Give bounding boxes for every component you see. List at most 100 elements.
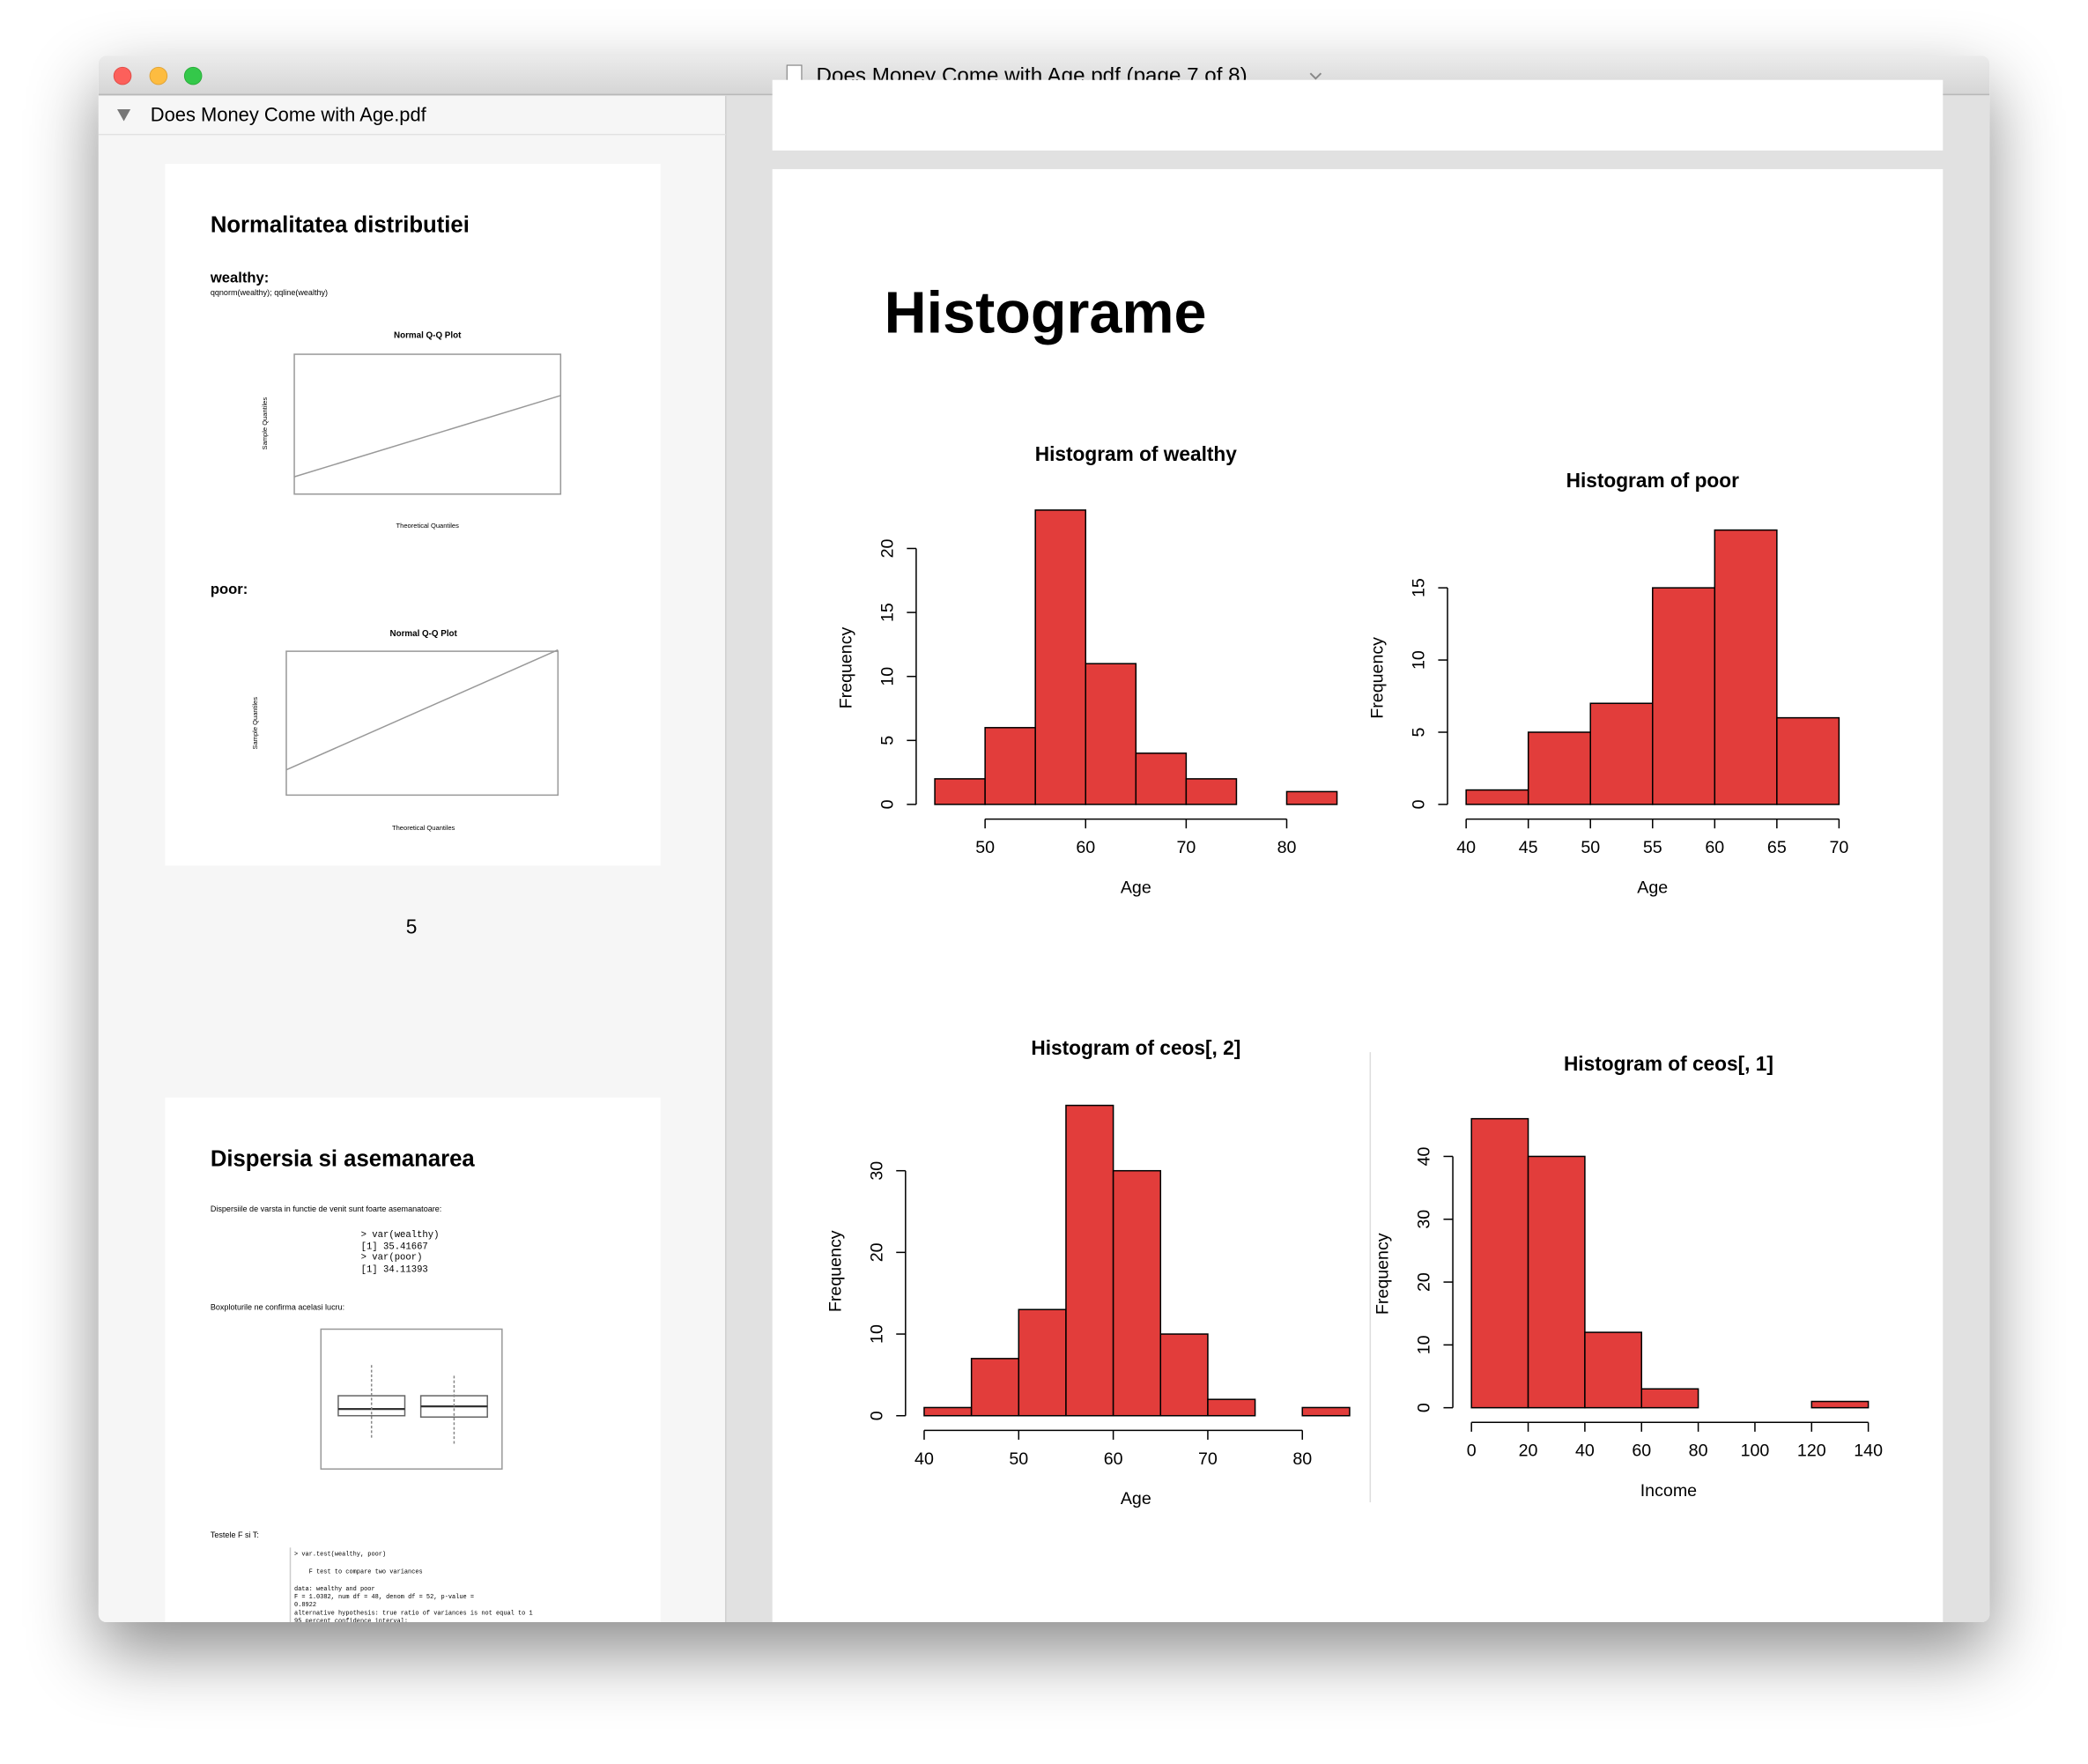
x-tick-label: 60 [1632,1442,1651,1461]
bar [923,1406,973,1417]
y-axis-label: Frequency [1368,637,1388,719]
bar [1135,752,1188,805]
console-line: alternative hypothesis: true ratio of va… [294,1610,533,1617]
x-tick-label: 140 [1854,1442,1883,1461]
disclosure-triangle[interactable] [117,108,131,122]
y-tick-label: 20 [877,538,897,558]
page-number: 5 [406,915,418,938]
previous-page [772,79,1944,151]
bar [1584,1331,1643,1409]
x-tick-label: 80 [1689,1442,1708,1461]
y-tick-label: 30 [867,1161,886,1181]
x-tick-label: 0 [1467,1442,1477,1461]
qq-line [285,649,559,771]
console-line: [1] 35.41667 [361,1242,428,1253]
x-tick-label: 70 [1176,838,1196,857]
plot-frame [285,650,559,797]
bar [1301,1406,1351,1417]
y-axis-label: Frequency [826,1230,845,1312]
x-tick-label: 40 [914,1449,934,1469]
x-tick-label: 55 [1643,838,1662,857]
plot-frame [293,353,562,495]
pdf-page [772,168,1944,1623]
axis-label: Theoretical Quantiles [396,522,460,530]
bar [1085,663,1137,805]
console-line: > var.test(wealthy, poor) [294,1552,386,1559]
x-tick-label: 80 [1292,1449,1312,1469]
console-line: data: wealthy and poor [294,1586,375,1593]
thumbnail[interactable] [165,1097,661,1630]
window-content: Does Money Come with Age.pdf (page 7 of … [98,56,1990,1630]
y-tick-label: 0 [1414,1403,1433,1412]
x-tick-label: 70 [1829,838,1848,857]
console-line: [1] 34.11393 [361,1264,428,1275]
section-label: poor: [211,581,248,597]
chart-title: Histogram of wealthy [1035,442,1238,465]
bar [1776,716,1840,805]
bar [1652,587,1716,805]
bar [1065,1104,1114,1417]
x-tick-label: 50 [1009,1449,1028,1469]
thumbnail[interactable] [165,163,661,866]
x-tick-label: 20 [1519,1442,1538,1461]
chart-title: Histogram of ceos[, 1] [1564,1052,1773,1075]
sidebar-document[interactable]: Does Money Come with Age.pdf [151,103,427,125]
x-tick-label: 45 [1519,838,1538,857]
bar [1465,789,1529,805]
y-tick-label: 0 [867,1411,886,1420]
bar [1018,1308,1067,1417]
thumbnail-heading: Normalitatea distributiei [211,213,470,238]
y-tick-label: 30 [1414,1210,1433,1229]
bar [1034,509,1087,805]
page-heading: Histograme [885,280,1207,345]
boxplot-frame [320,1328,503,1470]
zoom-button[interactable] [183,66,203,85]
x-axis-label: Age [1121,1489,1151,1508]
x-tick-label: 60 [1076,838,1095,857]
code-text: qqnorm(wealthy); qqline(wealthy) [211,288,328,297]
x-tick-label: 120 [1797,1442,1826,1461]
chart-title: Histogram of poor [1566,469,1740,492]
bar [1112,1169,1162,1417]
x-tick-label: 65 [1767,838,1787,857]
bar [970,1358,1020,1417]
x-axis-label: Income [1640,1481,1697,1501]
x-tick-label: 40 [1575,1442,1595,1461]
y-tick-label: 10 [1409,650,1428,670]
x-tick-label: 50 [1581,838,1600,857]
y-tick-label: 20 [1414,1272,1433,1292]
y-tick-label: 20 [867,1242,886,1262]
console-line: > var(wealthy) [361,1230,440,1241]
y-axis-label: Frequency [837,626,856,708]
close-button[interactable] [113,66,132,85]
bar [1810,1400,1870,1409]
bar [1285,790,1338,805]
y-tick-label: 15 [1409,578,1428,597]
qq-line [293,395,561,478]
console-line: F test to compare two variances [309,1568,423,1575]
console-line: F = 1.0382, num df = 48, denom df = 52, … [294,1594,474,1601]
chart-title: Histogram of ceos[, 2] [1031,1036,1240,1059]
thumbnail-heading: Dispersia si asemanarea [211,1146,476,1171]
window-root: Does Money Come with Age.pdf (page 7 of … [98,56,1990,1630]
y-tick-label: 0 [1409,799,1428,809]
bar [1159,1333,1209,1417]
bar [1640,1388,1699,1409]
console-line: > var(poor) [361,1253,423,1264]
x-tick-label: 70 [1198,1449,1218,1469]
minimize-button[interactable] [149,66,168,85]
x-tick-label: 60 [1104,1449,1123,1469]
bar [1714,529,1778,805]
bar [1207,1398,1256,1417]
bar [1527,731,1591,805]
x-tick-label: 80 [1277,838,1297,857]
paragraph: Dispersiile de varsta in functie de veni… [211,1204,442,1213]
plot-title: Normal Q-Q Plot [394,330,462,340]
y-tick-label: 0 [877,799,897,809]
bar [1589,702,1654,805]
axis-label: Sample Quantiles [251,697,259,750]
title-chevron[interactable] [1309,72,1322,80]
